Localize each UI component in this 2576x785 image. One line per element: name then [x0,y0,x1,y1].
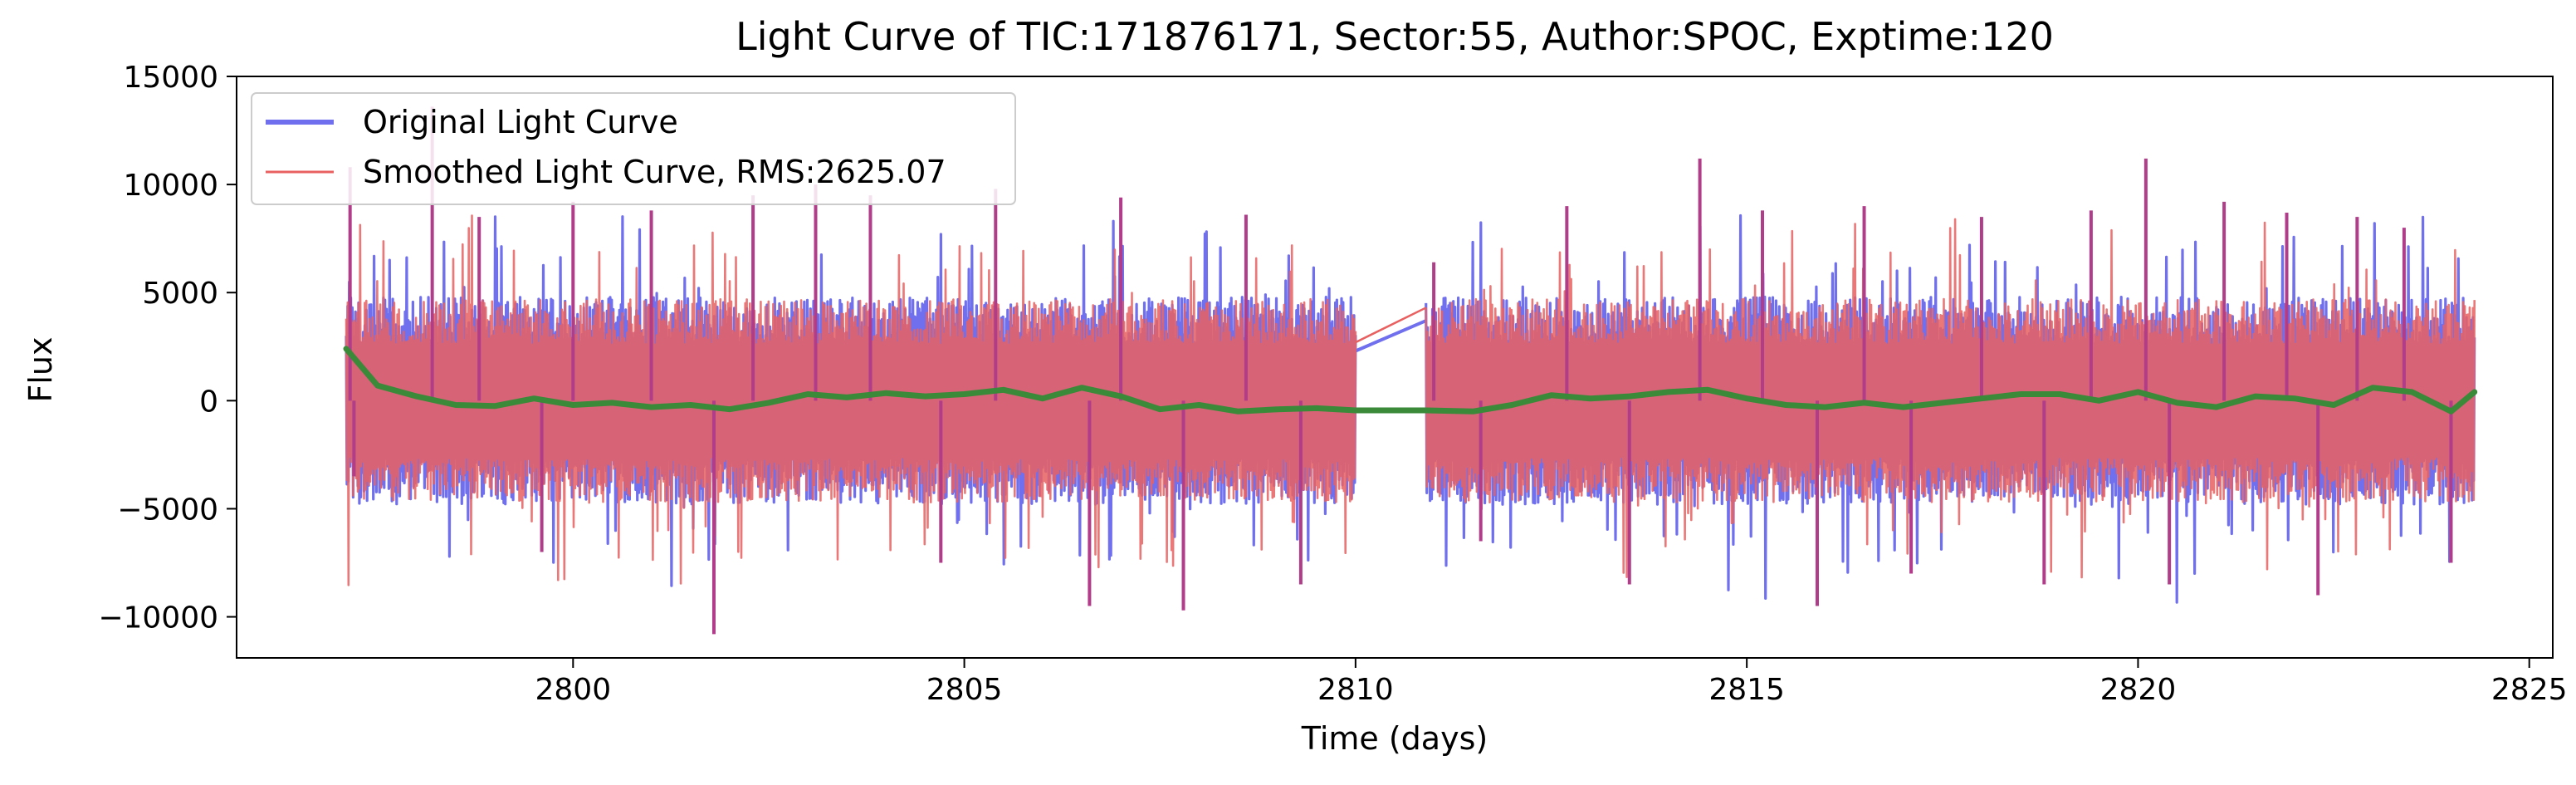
y-tick-label: −5000 [117,493,218,527]
series-trend-line [343,346,2478,415]
legend-label-smoothed: Smoothed Light Curve, RMS:2625.07 [363,154,946,190]
series-original-gap-line [1355,319,1427,353]
y-axis-label: Flux [22,337,59,403]
x-axis-label: Time (days) [1301,720,1488,757]
y-tick-label: 10000 [123,169,218,203]
y-tick-label: 0 [199,385,218,419]
y-tick-label: −10000 [98,601,218,635]
axes-frame [236,76,2554,659]
x-axis: 2800 2805 2810 2815 2820 2825 [535,658,2568,707]
y-axis: −10000 −5000 0 5000 10000 15000 [98,61,237,635]
x-tick-label: 2810 [1317,673,1394,707]
legend: Original Light Curve Smoothed Light Curv… [251,92,1016,205]
legend-label-original: Original Light Curve [363,104,678,140]
x-tick-label: 2825 [2491,673,2568,707]
x-tick-label: 2800 [535,673,611,707]
x-tick-label: 2820 [2100,673,2177,707]
y-tick-label: 5000 [142,277,218,311]
plot-area [343,106,2478,635]
x-tick-label: 2805 [926,673,1003,707]
series-smoothed-gap-line [1355,307,1427,344]
y-tick-label: 15000 [123,61,218,95]
legend-box [251,92,1016,205]
chart-title: Light Curve of TIC:171876171, Sector:55,… [736,14,2054,59]
series-smoothed-line [1425,218,2476,579]
x-tick-label: 2815 [1708,673,1785,707]
